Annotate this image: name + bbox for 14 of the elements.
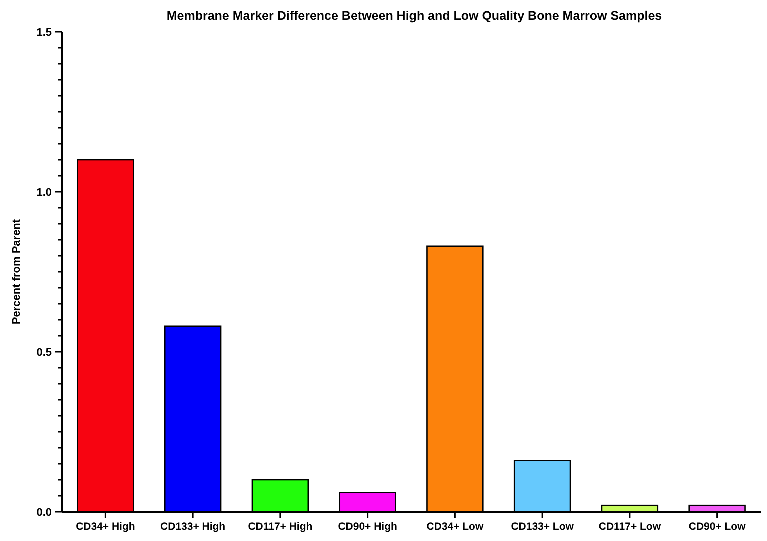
y-tick-label: 1.5 [36, 26, 52, 39]
x-tick-label: CD117+ Low [598, 521, 662, 533]
x-tick-label: CD90+ Low [688, 521, 747, 533]
y-tick-label: 0.5 [36, 346, 52, 359]
y-tick-label: 0.0 [36, 506, 52, 519]
x-tick-label: CD90+ High [338, 521, 398, 533]
x-tick-label: CD34+ Low [426, 521, 484, 533]
y-tick-label: 1.0 [36, 186, 52, 199]
x-tick-label: CD133+ High [160, 521, 226, 533]
y-axis-title: Percent from Parent [11, 219, 23, 325]
x-tick-label: CD133+ Low [511, 521, 575, 533]
x-tick-label: CD34+ High [76, 521, 136, 533]
chart-title: Membrane Marker Difference Between High and Low Quality Bone Marrow Samples [166, 9, 662, 23]
x-tick-label: CD117+ High [248, 521, 313, 533]
